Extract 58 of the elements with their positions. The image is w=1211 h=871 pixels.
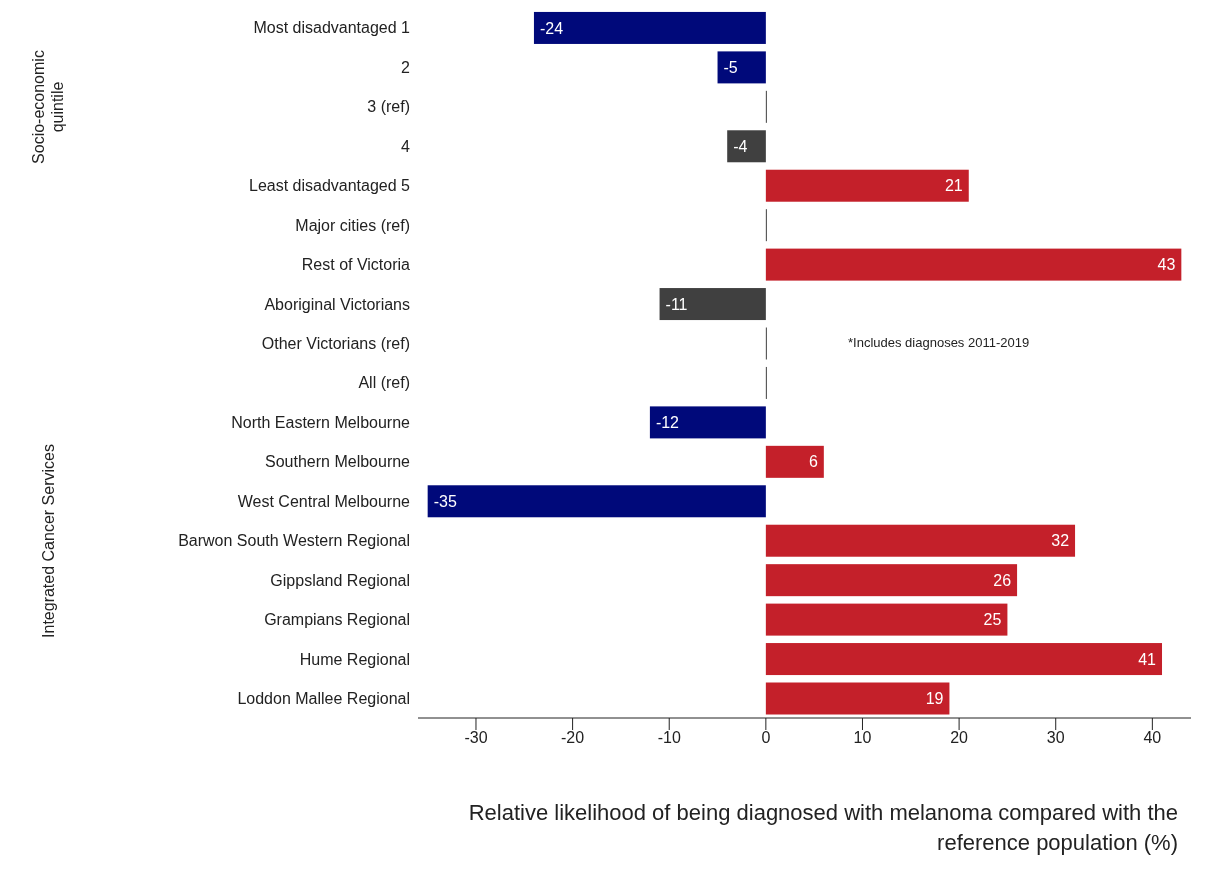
data-label: 19 bbox=[925, 690, 944, 708]
x-tick-label: 30 bbox=[1046, 729, 1065, 747]
y-tick-label: Most disadvantaged 1 bbox=[253, 19, 411, 37]
y-tick-label: Other Victorians (ref) bbox=[261, 334, 410, 352]
y-tick-label: Major cities (ref) bbox=[295, 216, 410, 234]
data-label: -11 bbox=[665, 295, 688, 313]
bar bbox=[533, 11, 766, 44]
y-tick-label: Gippsland Regional bbox=[270, 571, 410, 589]
bar bbox=[765, 603, 1008, 636]
y-tick-label: Barwon South Western Regional bbox=[178, 532, 410, 550]
data-label: 32 bbox=[1051, 532, 1070, 550]
data-label: 6 bbox=[808, 453, 818, 471]
y-tick-label: 4 bbox=[401, 137, 411, 155]
bar bbox=[649, 406, 766, 439]
text: Socio-economic quintile bbox=[29, 48, 67, 166]
y-tick-label: 3 (ref) bbox=[367, 98, 410, 116]
data-label: -5 bbox=[723, 58, 738, 76]
y-tick-label: Least disadvantaged 5 bbox=[248, 177, 411, 195]
bar bbox=[765, 169, 969, 202]
data-label: -35 bbox=[433, 492, 457, 510]
y-tick-label: All (ref) bbox=[358, 374, 410, 392]
y-tick-label: Rest of Victoria bbox=[301, 256, 411, 274]
bar bbox=[765, 248, 1182, 281]
data-label: 41 bbox=[1138, 650, 1157, 668]
bar bbox=[765, 643, 1163, 676]
y-tick-label: 2 bbox=[401, 58, 411, 76]
bar bbox=[765, 445, 824, 478]
x-tick-label: 10 bbox=[853, 729, 872, 747]
data-label: 43 bbox=[1157, 256, 1176, 274]
x-tick-label: -10 bbox=[657, 729, 681, 747]
data-label: 21 bbox=[944, 177, 963, 195]
x-tick-label: -30 bbox=[464, 729, 488, 747]
data-label: 26 bbox=[993, 571, 1012, 589]
y-tick-label: Southern Melbourne bbox=[265, 453, 411, 471]
x-tick-label: 20 bbox=[950, 729, 969, 747]
text: Integrated Cancer Services bbox=[38, 442, 58, 640]
data-label: -4 bbox=[733, 137, 748, 155]
data-label: 25 bbox=[983, 611, 1002, 629]
bar bbox=[727, 130, 766, 163]
bar bbox=[427, 485, 766, 518]
y-tick-label: Aboriginal Victorians bbox=[264, 295, 410, 313]
data-label: -12 bbox=[655, 413, 680, 431]
bar bbox=[765, 524, 1076, 557]
x-tick-label: 0 bbox=[761, 729, 771, 747]
bar bbox=[659, 288, 766, 321]
y-tick-label: North Eastern Melbourne bbox=[231, 413, 411, 431]
x-tick-label: -20 bbox=[561, 729, 585, 747]
bar bbox=[717, 51, 766, 84]
x-axis-title: Relative likelihood of being diagnosed with melanoma compared with the reference population (%) bbox=[467, 799, 1178, 857]
bar bbox=[765, 564, 1018, 597]
annotation: *Includes diagnoses 2011-2019 bbox=[848, 335, 1030, 351]
bar bbox=[765, 682, 950, 715]
y-tick-label: Hume Regional bbox=[299, 650, 410, 668]
y-tick-label: Grampians Regional bbox=[264, 611, 410, 629]
y-tick-label: West Central Melbourne bbox=[237, 492, 411, 510]
data-label: -24 bbox=[539, 19, 564, 37]
y-tick-label: Loddon Mallee Regional bbox=[237, 689, 410, 707]
x-tick-label: 40 bbox=[1143, 729, 1162, 747]
